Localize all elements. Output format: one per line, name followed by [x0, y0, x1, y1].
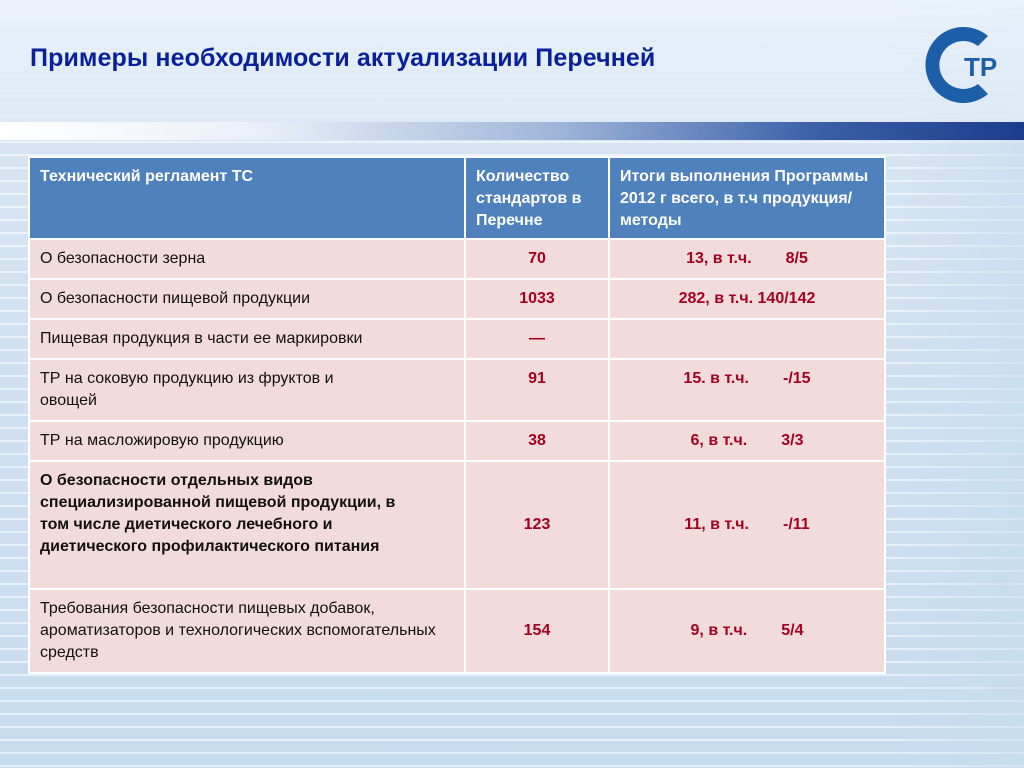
- header-results: Итоги выполнения Программы 2012 г всего,…: [608, 156, 886, 240]
- regulation-name: ТР на масложировую продукцию: [28, 420, 466, 462]
- result-total: 15. в т.ч.: [683, 370, 749, 387]
- program-result: 11, в т.ч. -/11: [608, 460, 886, 590]
- regulation-name: О безопасности пищевой продукции: [28, 278, 466, 320]
- table-row: О безопасности пищевой продукции 1033 28…: [28, 278, 886, 320]
- logo-c-shape: [925, 26, 988, 103]
- header-regulation: Технический регламент ТС: [28, 156, 466, 240]
- regulation-name: Пищевая продукция в части ее маркировки: [28, 318, 466, 360]
- standards-count: 1033: [464, 278, 610, 320]
- table-row: Пищевая продукция в части ее маркировки …: [28, 318, 886, 360]
- regulation-name: ТР на соковую продукцию из фруктов и ово…: [28, 358, 466, 422]
- result-split: 5/4: [781, 622, 804, 639]
- logo-text: ТР: [964, 52, 997, 82]
- result-split: -/11: [783, 516, 810, 533]
- standards-count: 38: [464, 420, 610, 462]
- program-result: 15. в т.ч. -/15: [608, 358, 886, 422]
- table-row: О безопасности отдельных видов специализ…: [28, 460, 886, 590]
- table-row: Требования безопасности пищевых добавок,…: [28, 588, 886, 674]
- slide-title: Примеры необходимости актуализации Переч…: [30, 44, 656, 72]
- standards-count: 70: [464, 238, 610, 280]
- result-split: 8/5: [785, 250, 808, 267]
- regulation-name: О безопасности зерна: [28, 238, 466, 280]
- result-total: 6, в т.ч.: [690, 432, 748, 449]
- program-result: 282, в т.ч. 140/142: [608, 278, 886, 320]
- program-result: 9, в т.ч. 5/4: [608, 588, 886, 674]
- program-result: 6, в т.ч. 3/3: [608, 420, 886, 462]
- result-split: -/15: [783, 370, 811, 387]
- regulation-name: Требования безопасности пищевых добавок,…: [28, 588, 466, 674]
- org-logo: ТР: [925, 26, 997, 103]
- standards-count: —: [464, 318, 610, 360]
- program-result: 13, в т.ч. 8/5: [608, 238, 886, 280]
- standards-count: 123: [464, 460, 610, 590]
- result-total: 282, в т.ч. 140/142: [678, 290, 816, 307]
- regulation-name: О безопасности отдельных видов специализ…: [28, 460, 466, 590]
- result-total: 11, в т.ч.: [684, 516, 749, 533]
- table-row: О безопасности зерна 70 13, в т.ч. 8/5: [28, 238, 886, 280]
- table-row: ТР на масложировую продукцию 38 6, в т.ч…: [28, 420, 886, 462]
- program-result: [608, 318, 886, 360]
- result-total: 13, в т.ч.: [686, 250, 752, 267]
- table-row: ТР на соковую продукцию из фруктов и ово…: [28, 358, 886, 422]
- regulations-table: Технический регламент ТС Количество стан…: [28, 156, 886, 674]
- result-total: 9, в т.ч.: [690, 622, 748, 639]
- regulations-table-wrap: Технический регламент ТС Количество стан…: [28, 156, 886, 674]
- title-area: [0, 0, 1024, 122]
- header-count: Количество стандартов в Перечне: [464, 156, 610, 240]
- table-header-row: Технический регламент ТС Количество стан…: [28, 156, 886, 240]
- header-band: [0, 122, 1024, 140]
- result-split: 3/3: [781, 432, 804, 449]
- standards-count: 91: [464, 358, 610, 422]
- standards-count: 154: [464, 588, 610, 674]
